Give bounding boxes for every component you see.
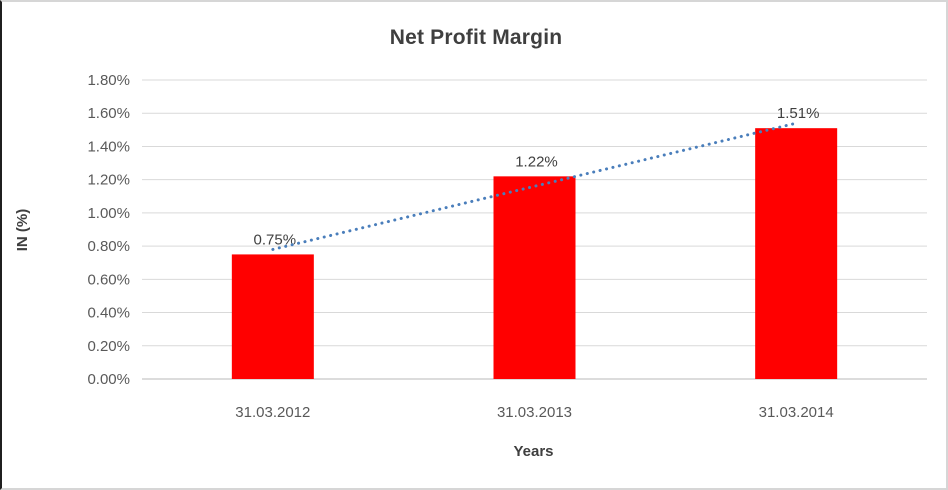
y-tick-label: 0.80% — [87, 238, 130, 255]
y-tick-label: 1.60% — [87, 105, 130, 122]
x-tick-label: 31.03.2013 — [497, 404, 572, 421]
bar-value-label: 0.75% — [254, 231, 297, 248]
bar — [755, 128, 838, 379]
y-tick-label: 1.00% — [87, 205, 130, 222]
chart-title: Net Profit Margin — [389, 26, 563, 49]
bar — [493, 176, 576, 379]
bar — [231, 254, 314, 379]
x-tick-label: 31.03.2014 — [759, 404, 834, 421]
trendline — [271, 121, 798, 251]
y-tick-label: 1.40% — [87, 138, 130, 155]
y-tick-label: 0.20% — [87, 338, 130, 355]
bar-value-label: 1.51% — [777, 105, 820, 122]
y-tick-label: 0.60% — [87, 271, 130, 288]
y-tick-label: 1.80% — [87, 72, 130, 89]
x-axis-title: Years — [513, 443, 554, 460]
bar-value-label: 1.22% — [515, 153, 558, 170]
y-tick-label: 0.00% — [87, 371, 130, 388]
x-tick-label: 31.03.2012 — [235, 404, 310, 421]
y-tick-label: 0.40% — [87, 305, 130, 322]
y-tick-label: 1.20% — [87, 172, 130, 189]
